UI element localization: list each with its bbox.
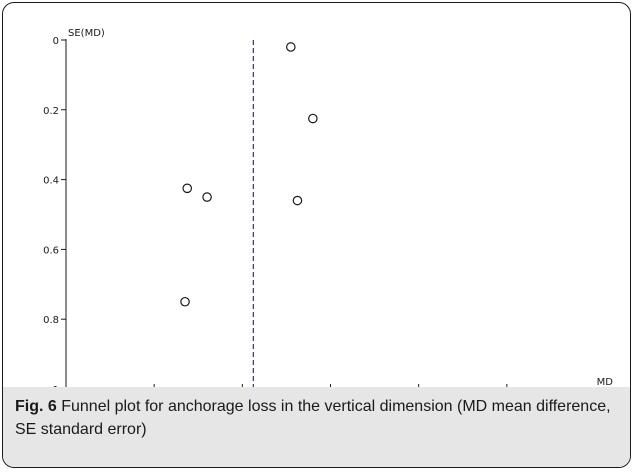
figure-caption: Fig. 6 Funnel plot for anchorage loss in… (15, 395, 615, 441)
funnel-plot: 00.20.40.60.81-4-2024SE(MD)MD (43, 28, 614, 387)
y-tick-label: 1 (53, 385, 59, 387)
caption-band: Fig. 6 Funnel plot for anchorage loss in… (3, 387, 630, 467)
x-axis-title: MD (597, 377, 614, 387)
study-point (180, 296, 190, 307)
study-point (182, 183, 193, 194)
figure-frame: 00.20.40.60.81-4-2024SE(MD)MD Fig. 6 Fun… (2, 2, 631, 468)
study-point (308, 113, 318, 124)
caption-text: Funnel plot for anchorage loss in the ve… (15, 398, 611, 438)
study-point (292, 195, 303, 206)
y-axis-title: SE(MD) (68, 28, 105, 39)
study-point (286, 42, 296, 52)
y-tick-label: 0 (53, 36, 59, 47)
y-tick-label: 0.4 (43, 176, 59, 187)
y-tick-label: 0.8 (43, 315, 59, 326)
y-tick-label: 0.2 (43, 106, 59, 117)
study-point (202, 192, 212, 202)
y-tick-label: 0.6 (43, 245, 59, 256)
figure-label: Fig. 6 (15, 398, 57, 415)
